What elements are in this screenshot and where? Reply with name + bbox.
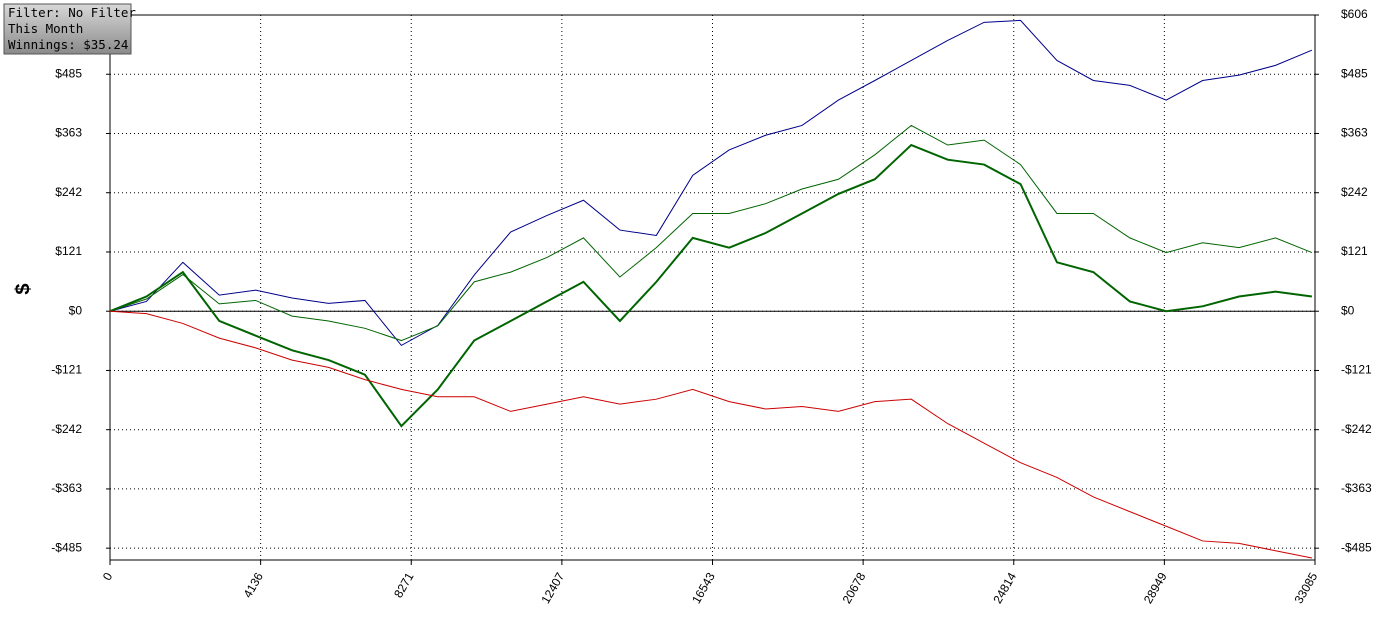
y-tick-label-right: $121 xyxy=(1341,244,1368,258)
x-tick-label: 4136 xyxy=(241,570,267,600)
y-tick-label: -$242 xyxy=(51,422,82,436)
y-tick-label: $363 xyxy=(55,126,82,140)
y-tick-label: $485 xyxy=(55,66,82,80)
y-tick-label-right: -$242 xyxy=(1341,422,1372,436)
y-tick-label-right: -$121 xyxy=(1341,363,1372,377)
series-line xyxy=(109,310,1312,559)
x-tick-label: 0 xyxy=(100,570,116,583)
x-tick-label: 8271 xyxy=(391,570,417,600)
series-line xyxy=(109,124,1313,342)
y-tick-label-right: $485 xyxy=(1341,66,1368,80)
annotation: This Month xyxy=(8,21,83,36)
x-tick-label: 12407 xyxy=(538,570,567,606)
y-tick-label: $121 xyxy=(55,244,82,258)
y-tick-label-right: $606 xyxy=(1341,7,1368,21)
annotation: Winnings: $35.24 xyxy=(8,37,128,52)
y-tick-label-right: -$363 xyxy=(1341,481,1372,495)
y-tick-label-right: $242 xyxy=(1341,185,1368,199)
y-tick-label: $0 xyxy=(69,303,83,317)
x-tick-label: 16543 xyxy=(689,570,718,606)
x-tick-label: 24814 xyxy=(990,570,1019,606)
y-tick-label: -$121 xyxy=(51,363,82,377)
series-line xyxy=(109,143,1313,428)
x-tick-label: 20678 xyxy=(840,570,869,606)
y-tick-label: -$363 xyxy=(51,481,82,495)
x-tick-label: 33085 xyxy=(1292,570,1321,606)
y-tick-label-right: $0 xyxy=(1341,303,1355,317)
y-tick-label-right: $363 xyxy=(1341,126,1368,140)
annotation: Filter: No Filter xyxy=(8,5,136,20)
y-tick-label-right: -$485 xyxy=(1341,540,1372,554)
y-tick-label: -$485 xyxy=(51,540,82,554)
y-axis-label: $ xyxy=(12,283,34,294)
filter-box xyxy=(3,3,132,55)
y-tick-label: $242 xyxy=(55,185,82,199)
x-tick-label: 28949 xyxy=(1141,570,1170,606)
series-line xyxy=(109,19,1313,347)
